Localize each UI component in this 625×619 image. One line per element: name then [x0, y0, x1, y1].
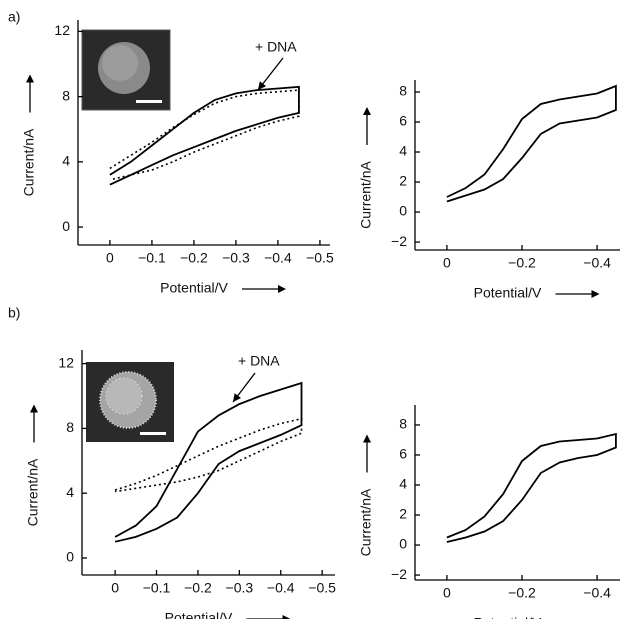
y-tick-label: 8 [62, 87, 70, 103]
x-tick-label: −0.3 [226, 580, 254, 596]
cv-curve [446, 432, 617, 543]
y-tick-label: −2 [391, 233, 407, 249]
x-tick-label: −0.5 [306, 250, 334, 266]
x-tick-label: −0.5 [308, 580, 336, 596]
axis-arrow-head [282, 615, 291, 619]
cv-curve [114, 381, 303, 543]
x-axis-label: Potential/V [160, 280, 228, 296]
sem-inset [81, 29, 171, 111]
x-tick-label: −0.2 [508, 255, 536, 271]
y-axis-label: Current/nA [358, 488, 374, 556]
y-tick-label: 8 [399, 83, 407, 99]
axis-arrow-head [363, 107, 371, 115]
y-tick-label: 12 [54, 22, 70, 38]
axis-arrow-head [591, 290, 600, 298]
x-tick-label: −0.2 [180, 250, 208, 266]
y-tick-label: 2 [399, 506, 407, 522]
panel-label: a) [8, 9, 20, 25]
cv-curve [446, 84, 617, 203]
y-tick-label: −2 [391, 566, 407, 582]
y-tick-label: 0 [66, 549, 74, 565]
y-tick-label: 6 [399, 446, 407, 462]
x-tick-label: −0.4 [583, 585, 611, 601]
cv-curve [109, 89, 300, 181]
sem-inset [86, 362, 174, 442]
x-tick-label: 0 [106, 250, 114, 266]
annotation: + DNA [238, 353, 280, 369]
annotation: + DNA [255, 39, 297, 55]
y-tick-label: 6 [399, 113, 407, 129]
y-tick-label: 8 [399, 416, 407, 432]
y-tick-label: 4 [399, 476, 407, 492]
y-tick-label: 12 [58, 354, 74, 370]
x-axis-label: Potential/V [474, 285, 542, 301]
axis-arrow-head [363, 434, 371, 443]
x-tick-label: −0.4 [583, 255, 611, 271]
y-axis-label: Current/nA [25, 458, 41, 526]
x-tick-label: 0 [443, 255, 451, 271]
y-axis-label: Current/nA [21, 128, 37, 196]
y-tick-label: 4 [62, 153, 70, 169]
annotation-arrow-head [258, 81, 267, 90]
x-tick-label: 0 [111, 580, 119, 596]
cv-curve [114, 417, 303, 493]
x-axis-label: Potential/V [474, 615, 542, 619]
y-tick-label: 4 [399, 143, 407, 159]
y-tick-label: 2 [399, 173, 407, 189]
y-tick-label: 0 [399, 536, 407, 552]
x-tick-label: −0.2 [508, 585, 536, 601]
axis-arrow-head [30, 404, 38, 413]
y-tick-label: 0 [399, 203, 407, 219]
x-tick-label: −0.1 [143, 580, 171, 596]
x-tick-label: 0 [443, 585, 451, 601]
annotation-arrow-head [233, 393, 242, 402]
x-tick-label: −0.4 [264, 250, 292, 266]
cv-curve [109, 85, 300, 186]
axis-arrow-head [278, 285, 286, 293]
x-tick-label: −0.4 [267, 580, 295, 596]
y-tick-label: 8 [66, 419, 74, 435]
axis-arrow-head [26, 74, 34, 83]
x-tick-label: −0.2 [184, 580, 212, 596]
x-tick-label: −0.3 [222, 250, 250, 266]
x-axis-label: Potential/V [165, 610, 233, 619]
y-tick-label: 4 [66, 484, 74, 500]
y-axis-label: Current/nA [358, 160, 374, 228]
panel-label: b) [8, 305, 20, 321]
x-tick-label: −0.1 [138, 250, 166, 266]
y-tick-label: 0 [62, 218, 70, 234]
